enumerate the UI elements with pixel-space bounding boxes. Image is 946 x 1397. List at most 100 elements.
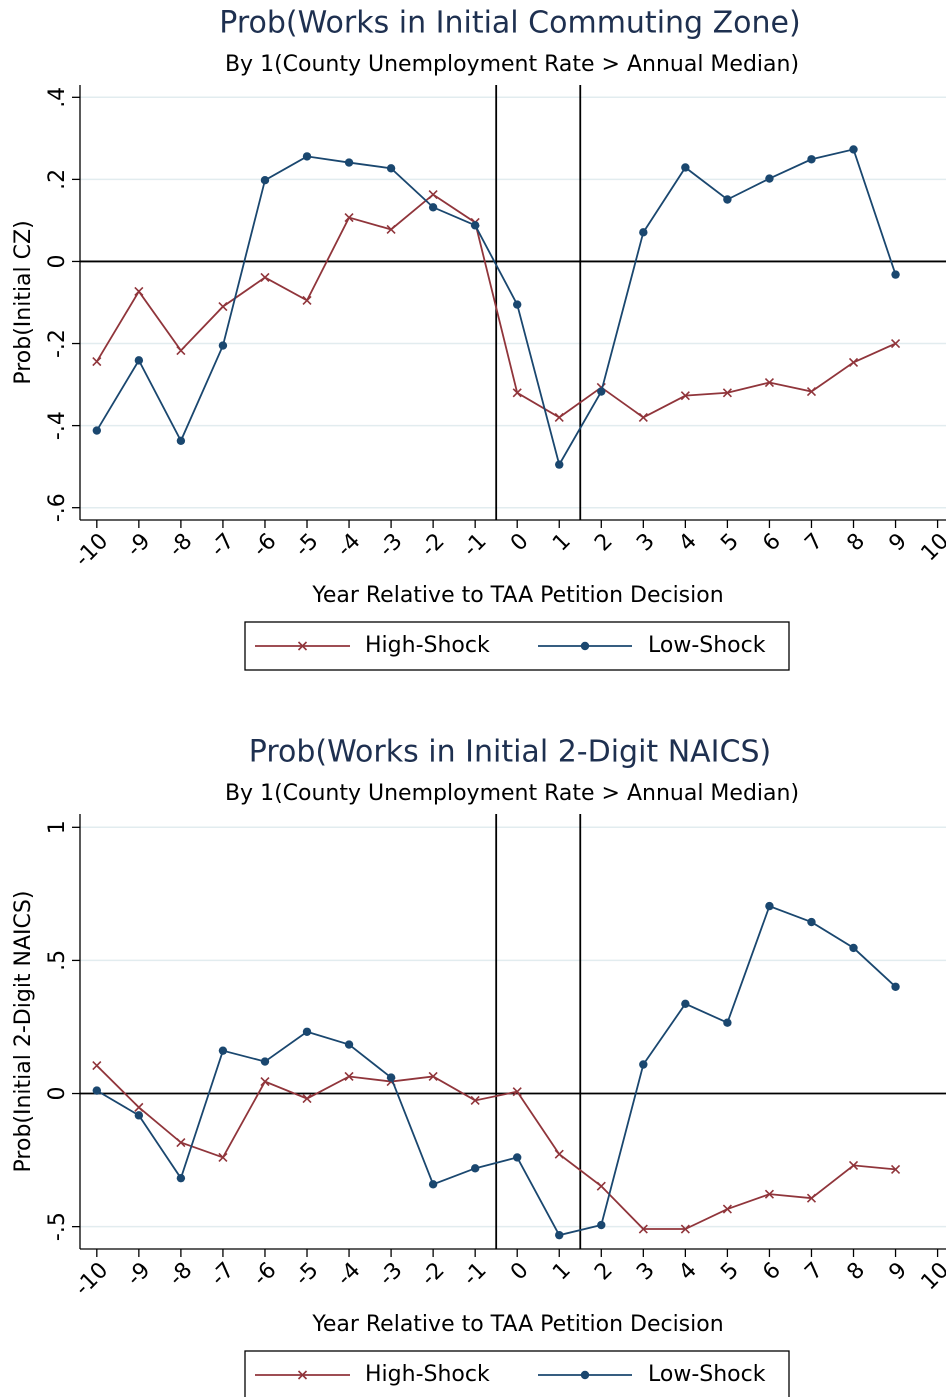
marker-dot: [218, 1046, 228, 1055]
marker-dot: [344, 1040, 354, 1049]
marker-dot: [807, 155, 816, 164]
marker-dot: [891, 982, 900, 991]
x-tick-label: 0: [506, 529, 534, 557]
marker-dot: [597, 387, 606, 396]
marker-x: [890, 1164, 901, 1174]
y-axis-title: Prob(Initial 2-Digit NAICS): [11, 891, 36, 1173]
marker-x: [722, 388, 732, 398]
x-tick-label: -1: [458, 529, 491, 562]
marker-x: [92, 1061, 102, 1071]
marker-dot: [849, 145, 858, 154]
x-tick-label: -5: [290, 529, 323, 562]
legend-label: High-Shock: [365, 633, 490, 658]
marker-x: [134, 286, 144, 296]
x-tick-label: 3: [632, 1258, 660, 1286]
marker-dot: [765, 901, 774, 911]
legend-box: [244, 1350, 790, 1397]
marker-dot: [639, 228, 648, 237]
x-tick-label: 1: [548, 529, 576, 557]
marker-x: [512, 1087, 522, 1097]
x-tick-label: -6: [248, 1258, 281, 1291]
marker-dot: [513, 1153, 522, 1162]
x-tick-label: 3: [632, 529, 660, 557]
marker-dot: [92, 1086, 102, 1095]
y-tick-label: .2: [45, 169, 70, 190]
marker-x: [806, 1193, 817, 1203]
marker-x: [297, 1370, 308, 1380]
marker-x: [554, 412, 564, 422]
marker-x: [218, 302, 228, 312]
marker-x: [638, 412, 648, 422]
marker-dot: [807, 917, 816, 927]
chart-title: Prob(Works in Initial 2-Digit NAICS): [249, 735, 771, 770]
series-line: [96, 148, 897, 467]
marker-dot: [849, 943, 858, 953]
x-tick-label: -6: [248, 529, 281, 562]
marker-x: [806, 386, 817, 397]
legend-label: Low-Shock: [648, 633, 766, 658]
x-tick-label: -9: [122, 1258, 155, 1291]
y-tick-label: 0: [45, 254, 70, 268]
marker-x: [428, 190, 438, 200]
x-tick-label: 9: [884, 529, 912, 557]
x-tick-label: 8: [842, 1258, 870, 1286]
y-tick-label: 0: [45, 1087, 70, 1101]
marker-x: [92, 357, 102, 367]
x-tick-label: 10: [917, 529, 946, 566]
marker-dot: [723, 1018, 732, 1027]
series: [92, 901, 900, 1240]
y-axis-title: Prob(Initial CZ): [11, 220, 36, 384]
x-tick-label: 7: [800, 529, 828, 557]
marker-dot: [723, 195, 732, 204]
marker-dot: [891, 270, 900, 279]
marker-x: [386, 224, 396, 235]
marker-x: [722, 1204, 732, 1214]
x-tick-label: -1: [458, 1258, 491, 1291]
x-tick-label: 2: [590, 1258, 618, 1286]
marker-x: [470, 1095, 480, 1106]
marker-dot: [92, 426, 102, 435]
marker-x: [848, 1160, 859, 1170]
marker-dot: [134, 356, 144, 365]
marker-dot: [386, 164, 396, 173]
marker-dot: [344, 158, 354, 167]
marker-x: [848, 357, 859, 367]
marker-dot: [302, 152, 312, 161]
x-tick-label: 5: [716, 1258, 744, 1286]
marker-x: [260, 1076, 270, 1087]
marker-x: [890, 338, 901, 349]
marker-x: [297, 641, 308, 651]
x-tick-label: -8: [164, 529, 197, 562]
marker-dot: [218, 341, 228, 350]
y-tick-label: -.2: [45, 329, 70, 358]
marker-dot: [470, 221, 480, 230]
marker-x: [680, 1224, 690, 1234]
x-tick-label: 2: [590, 529, 618, 557]
x-tick-label: -2: [416, 1258, 449, 1291]
marker-dot: [176, 436, 186, 445]
y-tick-label: .4: [45, 87, 70, 108]
x-tick-label: -9: [122, 529, 155, 562]
x-tick-label: 6: [758, 529, 786, 557]
x-tick-label: -8: [164, 1258, 197, 1291]
y-tick-label: -.4: [45, 411, 70, 440]
marker-dot: [513, 300, 522, 309]
marker-dot: [134, 1111, 144, 1120]
x-axis-title: Year Relative to TAA Petition Decision: [311, 1312, 723, 1337]
x-tick-label: -4: [332, 1258, 365, 1291]
marker-dot: [386, 1073, 396, 1082]
x-tick-label: -3: [374, 529, 407, 562]
marker-x: [302, 295, 312, 306]
marker-dot: [555, 460, 564, 469]
y-tick-label: 1: [45, 820, 70, 834]
x-tick-label: 7: [800, 1258, 828, 1286]
marker-dot: [580, 1370, 590, 1380]
series-line: [96, 1064, 896, 1230]
y-tick-label: -.5: [45, 1212, 70, 1241]
legend-label: Low-Shock: [648, 1362, 766, 1387]
x-tick-label: 4: [674, 1258, 702, 1286]
marker-dot: [597, 1220, 606, 1230]
marker-x: [554, 1149, 564, 1159]
marker-dot: [428, 1180, 438, 1189]
